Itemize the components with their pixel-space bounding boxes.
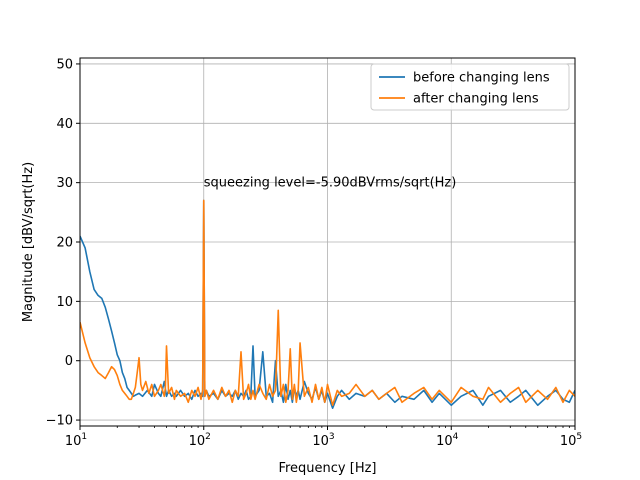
legend-entry: before changing lens <box>413 71 550 86</box>
series-line-before-changing-lens <box>80 199 575 409</box>
legend: before changing lens after changing lens <box>370 63 570 111</box>
legend-box <box>370 63 570 111</box>
y-tick-label: 40 <box>56 117 73 132</box>
series-line-after-changing-lens <box>80 199 575 407</box>
y-axis-label: Magnitude [dBV/sqrt(Hz) <box>21 162 36 322</box>
y-tick-label: 20 <box>56 236 73 251</box>
y-tick-label: 50 <box>56 57 73 72</box>
x-tick-exponent: 5 <box>576 432 582 442</box>
legend-entry: after changing lens <box>413 92 539 107</box>
x-tick-exponent: 4 <box>453 432 459 442</box>
y-tick-label: 10 <box>56 295 73 310</box>
x-tick-exponent: 3 <box>329 432 335 442</box>
x-axis-label: Frequency [Hz] <box>278 461 376 476</box>
y-tick-label: 0 <box>65 354 73 369</box>
y-tick-label: −10 <box>46 414 73 429</box>
series-layer <box>80 199 575 409</box>
x-tick-exponent: 2 <box>205 432 211 442</box>
y-tick-label: 30 <box>56 176 73 191</box>
x-tick-exponent: 1 <box>81 432 87 442</box>
squeezing-level-annotation: squeezing level=-5.90dBVrms/sqrt(Hz) <box>204 176 457 191</box>
